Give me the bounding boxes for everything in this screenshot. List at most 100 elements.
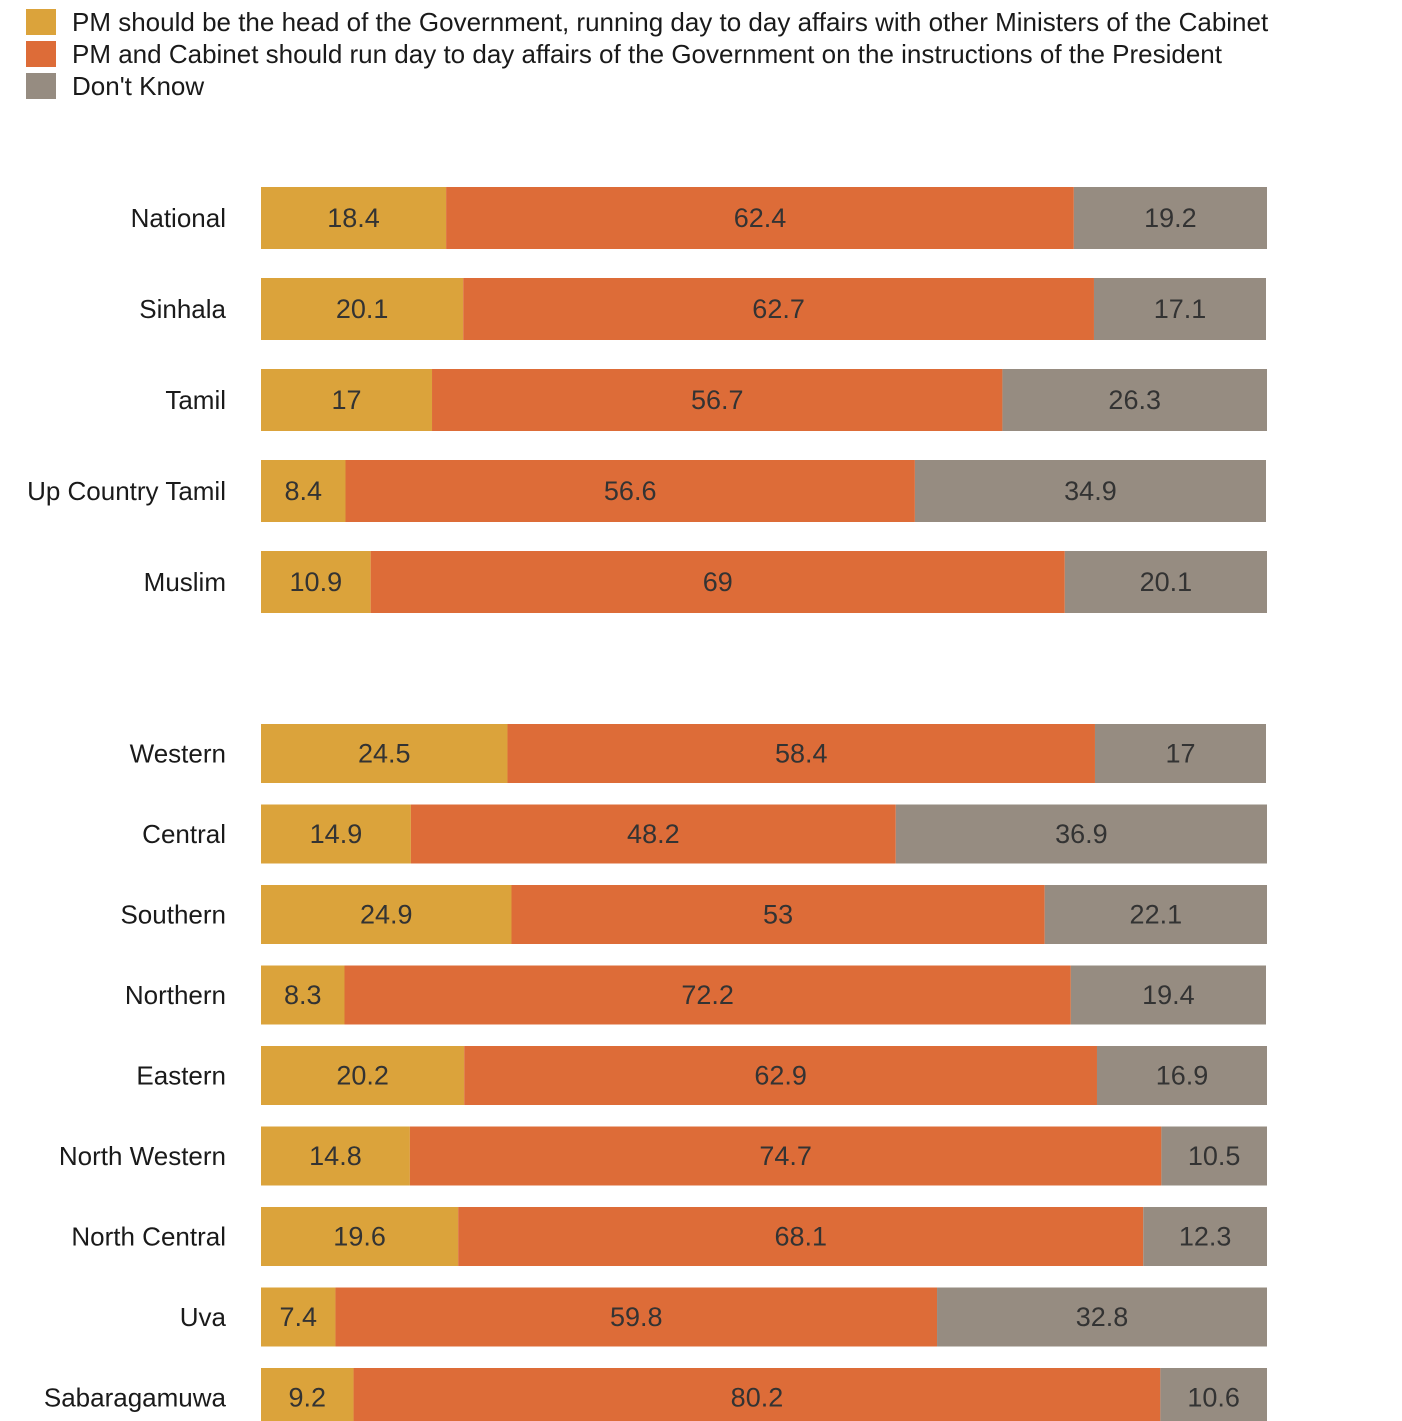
legend-swatch-pm-head — [26, 9, 56, 35]
value-label-sinhala-pm-head: 20.1 — [336, 294, 389, 324]
bar-central-pm-cabinet-president — [410, 804, 896, 864]
category-label-southern: Southern — [120, 900, 226, 930]
value-label-north-central-dont-know: 12.3 — [1179, 1222, 1232, 1252]
value-label-uva-dont-know: 32.8 — [1076, 1302, 1129, 1332]
value-label-southern-pm-cabinet-president: 53 — [763, 900, 793, 930]
bar-muslim-pm-cabinet-president — [370, 551, 1065, 613]
category-label-up-country-tamil: Up Country Tamil — [27, 476, 226, 506]
value-label-north-central-pm-head: 19.6 — [333, 1222, 386, 1252]
value-label-northern-dont-know: 19.4 — [1142, 980, 1195, 1010]
value-label-western-pm-head: 24.5 — [358, 739, 411, 769]
bar-sabaragamuwa-dont-know — [1160, 1368, 1267, 1421]
category-label-uva: Uva — [180, 1302, 227, 1332]
bar-national-pm-head — [261, 187, 447, 249]
category-label-muslim: Muslim — [144, 567, 226, 597]
value-label-northern-pm-cabinet-president: 72.2 — [681, 980, 734, 1010]
bar-tamil-dont-know — [1002, 369, 1267, 431]
bar-sabaragamuwa-pm-cabinet-president — [353, 1368, 1161, 1421]
category-label-sabaragamuwa: Sabaragamuwa — [44, 1383, 227, 1413]
value-label-uva-pm-cabinet-president: 59.8 — [610, 1302, 663, 1332]
bar-tamil-pm-cabinet-president — [432, 369, 1003, 431]
category-label-national: National — [131, 203, 226, 233]
bar-southern-pm-cabinet-president — [511, 885, 1045, 944]
legend-item-dont-know: Don't Know — [26, 70, 1268, 102]
value-label-muslim-dont-know: 20.1 — [1140, 567, 1193, 597]
value-label-southern-pm-head: 24.9 — [360, 900, 413, 930]
value-label-up-country-tamil-dont-know: 34.9 — [1064, 476, 1117, 506]
bar-muslim-pm-head — [261, 551, 371, 613]
value-label-north-western-dont-know: 10.5 — [1188, 1141, 1241, 1171]
bar-eastern-pm-head — [261, 1046, 465, 1105]
bar-central-dont-know — [895, 804, 1267, 864]
value-label-muslim-pm-head: 10.9 — [290, 567, 343, 597]
bar-north-central-dont-know — [1143, 1207, 1267, 1266]
value-label-sabaragamuwa-pm-head: 9.2 — [289, 1383, 327, 1413]
value-label-central-pm-head: 14.9 — [310, 819, 363, 849]
bar-north-central-pm-head — [261, 1207, 459, 1266]
bar-western-pm-cabinet-president — [507, 724, 1095, 783]
category-label-sinhala: Sinhala — [139, 294, 226, 324]
value-label-eastern-dont-know: 16.9 — [1156, 1061, 1209, 1091]
bar-eastern-dont-know — [1096, 1046, 1267, 1105]
value-label-tamil-pm-head: 17 — [331, 385, 361, 415]
value-label-central-dont-know: 36.9 — [1055, 819, 1108, 849]
legend-item-pm-cabinet-president: PM and Cabinet should run day to day aff… — [26, 38, 1268, 70]
bar-northern-dont-know — [1070, 965, 1266, 1025]
bar-western-pm-head — [261, 724, 508, 783]
value-label-sabaragamuwa-pm-cabinet-president: 80.2 — [731, 1383, 784, 1413]
category-label-central: Central — [142, 819, 226, 849]
value-label-north-western-pm-head: 14.8 — [309, 1141, 362, 1171]
bar-northern-pm-head — [261, 965, 345, 1025]
bar-western-dont-know — [1094, 724, 1266, 783]
bar-muslim-dont-know — [1064, 551, 1267, 613]
bar-uva-dont-know — [937, 1287, 1267, 1347]
bar-up-country-tamil-pm-cabinet-president — [345, 460, 915, 522]
bar-up-country-tamil-dont-know — [914, 460, 1266, 522]
bar-sinhala-dont-know — [1093, 278, 1266, 340]
value-label-up-country-tamil-pm-cabinet-president: 56.6 — [604, 476, 657, 506]
category-label-eastern: Eastern — [136, 1061, 226, 1091]
legend-swatch-dont-know — [26, 73, 56, 99]
bar-north-western-pm-cabinet-president — [409, 1126, 1162, 1186]
value-label-sabaragamuwa-dont-know: 10.6 — [1187, 1383, 1240, 1413]
bar-north-western-dont-know — [1161, 1126, 1267, 1186]
bar-sinhala-pm-cabinet-president — [463, 278, 1094, 340]
bar-southern-dont-know — [1044, 885, 1267, 944]
category-label-northern: Northern — [125, 980, 226, 1010]
value-label-eastern-pm-head: 20.2 — [336, 1061, 389, 1091]
value-label-up-country-tamil-pm-head: 8.4 — [284, 476, 322, 506]
value-label-north-western-pm-cabinet-president: 74.7 — [759, 1141, 812, 1171]
category-label-tamil: Tamil — [165, 385, 226, 415]
value-label-central-pm-cabinet-president: 48.2 — [627, 819, 680, 849]
value-label-national-pm-head: 18.4 — [327, 203, 380, 233]
bar-eastern-pm-cabinet-president — [464, 1046, 1097, 1105]
value-label-sinhala-pm-cabinet-president: 62.7 — [752, 294, 805, 324]
bar-tamil-pm-head — [261, 369, 433, 431]
category-label-north-western: North Western — [59, 1141, 226, 1171]
value-label-national-dont-know: 19.2 — [1144, 203, 1197, 233]
bar-central-pm-head — [261, 804, 411, 864]
bar-north-central-pm-cabinet-president — [458, 1207, 1144, 1266]
bar-sinhala-pm-head — [261, 278, 464, 340]
value-label-north-central-pm-cabinet-president: 68.1 — [774, 1222, 827, 1252]
bar-national-pm-cabinet-president — [446, 187, 1074, 249]
value-label-western-dont-know: 17 — [1165, 739, 1195, 769]
value-label-southern-dont-know: 22.1 — [1130, 900, 1183, 930]
bar-southern-pm-head — [261, 885, 512, 944]
legend-label-pm-cabinet-president: PM and Cabinet should run day to day aff… — [72, 38, 1222, 69]
legend-label-dont-know: Don't Know — [72, 70, 205, 101]
legend-item-pm-head: PM should be the head of the Government,… — [26, 6, 1268, 38]
legend-swatch-pm-cabinet-president — [26, 41, 56, 67]
bar-uva-pm-cabinet-president — [335, 1287, 938, 1347]
category-label-western: Western — [130, 739, 226, 769]
bar-northern-pm-cabinet-president — [344, 965, 1071, 1025]
value-label-eastern-pm-cabinet-president: 62.9 — [754, 1061, 807, 1091]
category-label-north-central: North Central — [71, 1222, 226, 1252]
value-label-uva-pm-head: 7.4 — [279, 1302, 317, 1332]
chart-legend: PM should be the head of the Government,… — [26, 6, 1268, 102]
bar-up-country-tamil-pm-head — [261, 460, 346, 522]
value-label-national-pm-cabinet-president: 62.4 — [734, 203, 787, 233]
bar-national-dont-know — [1073, 187, 1267, 249]
bar-uva-pm-head — [261, 1287, 336, 1347]
